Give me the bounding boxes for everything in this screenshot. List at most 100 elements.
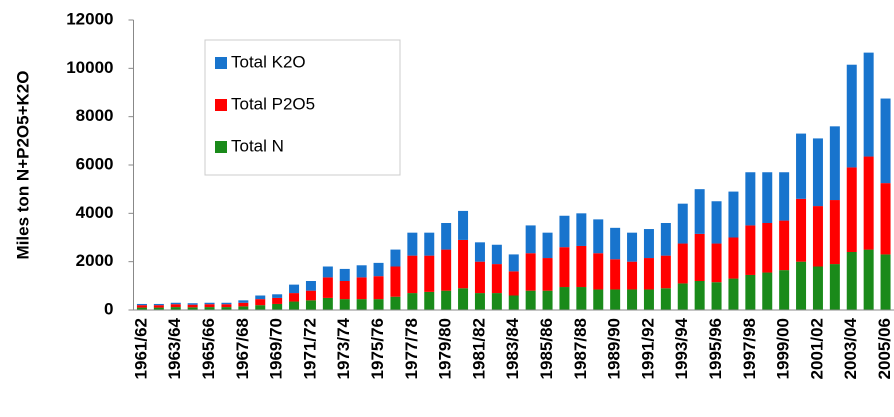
bar-segment xyxy=(542,232,553,259)
y-tick-label: 12000 xyxy=(66,9,113,28)
bar-segment xyxy=(407,232,418,256)
y-tick-label: 2000 xyxy=(76,251,114,270)
bar-segment xyxy=(441,223,452,250)
bar-segment xyxy=(525,290,536,310)
x-tick-label: 1971/72 xyxy=(300,318,319,379)
legend-box xyxy=(204,39,401,176)
x-tick-label: 1995/96 xyxy=(706,318,725,379)
bar-segment xyxy=(643,229,654,259)
bar-segment xyxy=(255,299,266,306)
x-tick-label: 1977/78 xyxy=(402,318,421,379)
bar-segment xyxy=(272,294,283,298)
bar-segment xyxy=(407,255,418,294)
bar-segment xyxy=(221,302,232,305)
bar-segment xyxy=(593,253,604,290)
bar-segment xyxy=(559,287,570,310)
bar-segment xyxy=(272,303,283,310)
bar-segment xyxy=(322,266,333,278)
bar-segment xyxy=(441,290,452,310)
legend-swatch xyxy=(215,57,227,69)
bar-segment xyxy=(474,293,485,310)
bar-segment xyxy=(880,183,891,255)
bar-segment xyxy=(204,304,215,308)
bar-segment xyxy=(373,299,384,310)
bar-segment xyxy=(424,291,435,310)
bar-segment xyxy=(728,278,739,310)
x-tick-label: 1989/90 xyxy=(605,318,624,379)
bar-segment xyxy=(880,98,891,184)
bar-segment xyxy=(508,254,519,272)
bar-segment xyxy=(153,305,164,308)
bar-segment xyxy=(745,225,756,275)
bar-segment xyxy=(136,305,147,308)
bar-segment xyxy=(627,289,638,310)
bar-segment xyxy=(796,133,807,199)
bar-segment xyxy=(322,297,333,310)
bar-segment xyxy=(136,307,147,310)
bar-segment xyxy=(559,215,570,248)
bar-segment xyxy=(390,296,401,310)
bar-segment xyxy=(289,293,300,302)
bar-segment xyxy=(677,203,688,244)
bar-segment xyxy=(187,307,198,310)
x-tick-label: 1999/00 xyxy=(774,318,793,379)
x-tick-label: 1997/98 xyxy=(740,318,759,379)
bar-segment xyxy=(576,213,587,246)
bar-segment xyxy=(238,300,249,303)
bar-segment xyxy=(390,249,401,267)
bar-segment xyxy=(660,255,671,289)
bar-segment xyxy=(745,172,756,226)
bar-segment xyxy=(289,284,300,294)
bar-segment xyxy=(508,271,519,296)
bar-segment xyxy=(846,167,857,252)
y-axis-label: Miles ton N+P2O5+K2O xyxy=(13,71,32,260)
bar-segment xyxy=(863,249,874,310)
bar-segment xyxy=(204,302,215,305)
bar-segment xyxy=(424,232,435,256)
bar-segment xyxy=(390,266,401,297)
bar-segment xyxy=(322,277,333,298)
bar-segment xyxy=(153,303,164,306)
bar-segment xyxy=(221,304,232,308)
bar-segment xyxy=(643,258,654,290)
x-tick-label: 1973/74 xyxy=(334,317,353,379)
bar-segment xyxy=(458,288,469,310)
bar-segment xyxy=(863,52,874,157)
bar-segment xyxy=(508,295,519,310)
x-tick-label: 2005/06 xyxy=(875,318,894,379)
bar-segment xyxy=(694,189,705,234)
bar-segment xyxy=(424,255,435,292)
x-tick-label: 1963/64 xyxy=(165,317,184,379)
bar-segment xyxy=(339,299,350,310)
bar-segment xyxy=(593,219,604,254)
bar-segment xyxy=(829,264,840,310)
bar-segment xyxy=(441,249,452,291)
y-tick-label: 8000 xyxy=(76,106,114,125)
bar-segment xyxy=(525,253,536,291)
legend-label: Total N xyxy=(231,136,284,155)
bar-segment xyxy=(458,239,469,289)
legend-label: Total P2O5 xyxy=(231,94,315,113)
x-tick-label: 1967/68 xyxy=(233,318,252,379)
x-tick-label: 1991/92 xyxy=(638,318,657,379)
bar-segment xyxy=(187,304,198,308)
bar-segment xyxy=(711,243,722,283)
y-tick-label: 4000 xyxy=(76,203,114,222)
bar-segment xyxy=(272,297,283,304)
x-tick-label: 1983/84 xyxy=(503,317,522,379)
bar-segment xyxy=(255,295,266,300)
x-tick-label: 1969/70 xyxy=(267,318,286,379)
legend-swatch xyxy=(215,141,227,153)
bar-segment xyxy=(305,290,316,301)
x-tick-label: 1979/80 xyxy=(436,318,455,379)
bar-segment xyxy=(762,272,773,310)
bar-segment xyxy=(677,243,688,284)
bar-segment xyxy=(812,266,823,310)
bar-segment xyxy=(491,244,502,265)
bar-segment xyxy=(610,259,621,290)
bar-segment xyxy=(356,299,367,310)
bar-segment xyxy=(863,156,874,250)
bar-segment xyxy=(356,265,367,278)
bar-segment xyxy=(204,307,215,310)
